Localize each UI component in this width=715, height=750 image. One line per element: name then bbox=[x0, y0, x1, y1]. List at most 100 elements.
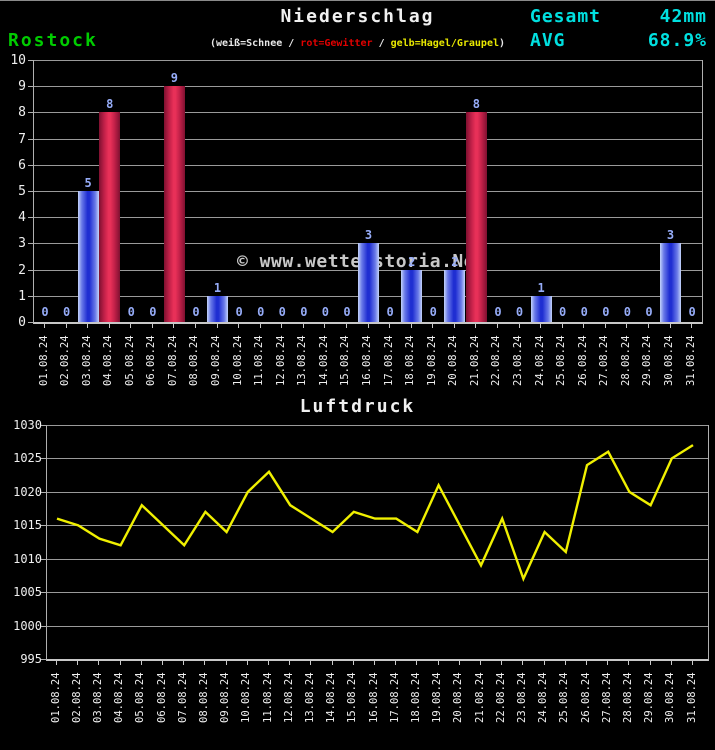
x-axis-tick bbox=[281, 324, 283, 328]
y-axis-label: 1030 bbox=[13, 418, 42, 432]
bar-value-label: 2 bbox=[451, 254, 459, 269]
x-axis-tick bbox=[151, 324, 153, 328]
bar-value-label: 0 bbox=[429, 305, 437, 319]
x-axis-tick bbox=[561, 324, 563, 328]
precipitation-bar bbox=[163, 86, 185, 322]
bar-value-label: 1 bbox=[537, 280, 545, 295]
pressure-line bbox=[56, 444, 694, 583]
x-axis-tick bbox=[475, 324, 477, 328]
x-axis-date-label: 12.08.24 bbox=[282, 672, 295, 723]
x-axis-date-label: 28.08.24 bbox=[619, 335, 632, 386]
x-axis-date-label: 13.08.24 bbox=[303, 672, 316, 723]
y-axis-label: 1010 bbox=[13, 551, 42, 566]
gridline-1015 bbox=[47, 525, 708, 527]
x-axis-date-label: 25.08.24 bbox=[558, 672, 571, 723]
x-axis-date-label: 11.08.24 bbox=[261, 672, 274, 723]
x-axis-date-label: 17.08.24 bbox=[382, 335, 395, 386]
x-axis-date-label: 21.08.24 bbox=[473, 672, 486, 723]
x-axis-date-label: 06.08.24 bbox=[145, 335, 158, 386]
x-axis-tick bbox=[453, 324, 455, 328]
precipitation-bar bbox=[358, 243, 380, 322]
x-axis-date-label: 27.08.24 bbox=[600, 672, 613, 723]
y-axis-label: 3 bbox=[18, 236, 26, 252]
x-axis-tick bbox=[225, 661, 227, 665]
precipitation-bar bbox=[207, 295, 229, 322]
x-axis-date-label: 20.08.24 bbox=[452, 672, 465, 723]
gridline-1005 bbox=[47, 592, 708, 594]
y-axis-tick bbox=[28, 322, 33, 323]
bar-value-label: 3 bbox=[364, 228, 373, 243]
y-axis-tick bbox=[41, 458, 46, 460]
gridline-9 bbox=[34, 86, 702, 88]
x-axis-tick bbox=[518, 324, 520, 328]
y-axis-tick bbox=[28, 217, 33, 219]
y-axis-tick bbox=[41, 625, 46, 627]
x-axis-date-label: 27.08.24 bbox=[598, 335, 611, 386]
x-axis-date-label: 26.08.24 bbox=[579, 672, 592, 723]
bar-value-label: 0 bbox=[278, 305, 286, 319]
x-axis-date-label: 08.08.24 bbox=[188, 335, 201, 386]
bar-value-label: 0 bbox=[623, 305, 631, 319]
bar-value-label: 0 bbox=[645, 305, 653, 319]
y-axis-label: 995 bbox=[20, 652, 42, 666]
gridline-5 bbox=[34, 191, 702, 192]
x-axis-date-label: 19.08.24 bbox=[431, 672, 444, 723]
bar-value-label: 2 bbox=[408, 254, 416, 269]
x-axis-date-label: 15.08.24 bbox=[346, 672, 359, 723]
gridline-4 bbox=[34, 217, 702, 219]
x-axis-tick bbox=[607, 661, 609, 665]
x-axis-date-label: 07.08.24 bbox=[176, 672, 189, 723]
gridline-1010 bbox=[47, 558, 708, 560]
y-axis-tick bbox=[28, 164, 33, 166]
precipitation-bar bbox=[465, 112, 487, 322]
x-axis-tick bbox=[670, 661, 672, 665]
pressure-line-svg bbox=[56, 444, 694, 583]
x-axis-tick bbox=[268, 661, 269, 665]
x-axis-date-label: 15.08.24 bbox=[339, 335, 352, 386]
x-axis-date-label: 23.08.24 bbox=[512, 335, 525, 386]
x-axis-tick bbox=[162, 661, 163, 665]
x-axis-tick bbox=[65, 324, 67, 328]
bar-value-label: 0 bbox=[559, 305, 567, 319]
bar-value-label: 0 bbox=[321, 305, 330, 319]
bar-value-label: 0 bbox=[580, 305, 588, 319]
x-axis-date-label: 02.08.24 bbox=[59, 335, 72, 386]
x-axis-date-label: 19.08.24 bbox=[425, 335, 438, 386]
x-axis-date-label: 18.08.24 bbox=[409, 672, 422, 723]
x-axis-tick bbox=[649, 661, 651, 665]
gridline-1025 bbox=[47, 458, 708, 460]
x-axis-tick bbox=[626, 324, 628, 328]
y-axis-label: 1015 bbox=[13, 518, 42, 533]
x-axis-date-label: 17.08.24 bbox=[388, 672, 401, 723]
x-axis-date-label: 04.08.24 bbox=[102, 335, 115, 386]
bar-value-label: 5 bbox=[84, 176, 92, 190]
x-axis-tick bbox=[691, 324, 693, 328]
avg-label: AVG bbox=[530, 30, 566, 51]
x-axis-tick bbox=[480, 661, 481, 665]
gridline-10 bbox=[34, 60, 702, 61]
legend-part: gelb=Hagel/Graupel bbox=[390, 38, 499, 49]
y-axis-label: 1025 bbox=[13, 451, 42, 466]
bar-value-label: 8 bbox=[106, 97, 114, 112]
x-axis-date-label: 16.08.24 bbox=[367, 672, 380, 723]
x-axis-tick bbox=[194, 324, 196, 328]
precipitation-legend: (weiß=Schnee / rot=Gewitter / gelb=Hagel… bbox=[0, 38, 715, 49]
precipitation-bar bbox=[401, 269, 423, 322]
precipitation-bar bbox=[77, 191, 99, 322]
x-axis-tick bbox=[183, 661, 185, 665]
y-axis-tick bbox=[41, 425, 46, 426]
bar-value-label: 3 bbox=[666, 228, 675, 243]
x-axis-date-label: 21.08.24 bbox=[468, 335, 481, 386]
y-axis-label: 5 bbox=[18, 184, 26, 199]
x-axis-date-label: 30.08.24 bbox=[663, 335, 676, 386]
y-axis-label: 10 bbox=[10, 53, 26, 68]
y-axis-tick bbox=[28, 112, 33, 114]
x-axis-tick bbox=[564, 661, 566, 665]
bar-value-label: 0 bbox=[602, 305, 610, 319]
y-axis-tick bbox=[28, 295, 33, 297]
x-axis-tick bbox=[259, 324, 261, 328]
x-axis-date-label: 31.08.24 bbox=[685, 672, 698, 723]
x-axis-tick bbox=[389, 324, 391, 328]
x-axis-date-label: 05.08.24 bbox=[123, 335, 136, 386]
gridline-1020 bbox=[47, 491, 708, 493]
